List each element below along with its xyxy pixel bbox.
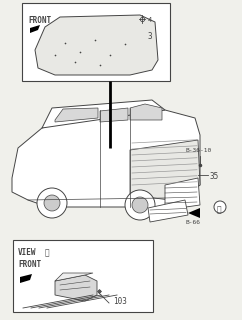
Text: 3: 3 <box>148 32 153 41</box>
Text: Ⓐ: Ⓐ <box>217 205 222 214</box>
Text: 4: 4 <box>148 17 152 23</box>
Polygon shape <box>130 140 200 200</box>
Polygon shape <box>188 208 200 218</box>
Polygon shape <box>165 178 200 210</box>
Circle shape <box>214 201 226 213</box>
Bar <box>22 3 170 81</box>
Text: 35: 35 <box>210 172 219 181</box>
Circle shape <box>44 195 60 211</box>
Polygon shape <box>20 274 32 283</box>
Polygon shape <box>130 104 162 120</box>
Text: Ⓐ: Ⓐ <box>45 248 50 257</box>
Circle shape <box>125 190 155 220</box>
Text: B-66: B-66 <box>185 220 200 225</box>
Text: 103: 103 <box>113 297 127 306</box>
Polygon shape <box>35 15 158 75</box>
Circle shape <box>37 188 67 218</box>
Circle shape <box>132 197 148 213</box>
Text: B-36-10: B-36-10 <box>186 148 212 153</box>
Polygon shape <box>42 100 165 128</box>
Polygon shape <box>55 275 97 301</box>
Text: FRONT: FRONT <box>18 260 41 269</box>
Polygon shape <box>55 273 93 281</box>
Text: VIEW: VIEW <box>18 248 37 257</box>
Polygon shape <box>55 108 98 122</box>
Polygon shape <box>12 110 200 207</box>
Polygon shape <box>148 200 188 222</box>
Bar <box>13 240 153 312</box>
Polygon shape <box>100 108 128 122</box>
Polygon shape <box>30 25 40 33</box>
Polygon shape <box>106 148 114 156</box>
Text: FRONT: FRONT <box>28 16 51 25</box>
